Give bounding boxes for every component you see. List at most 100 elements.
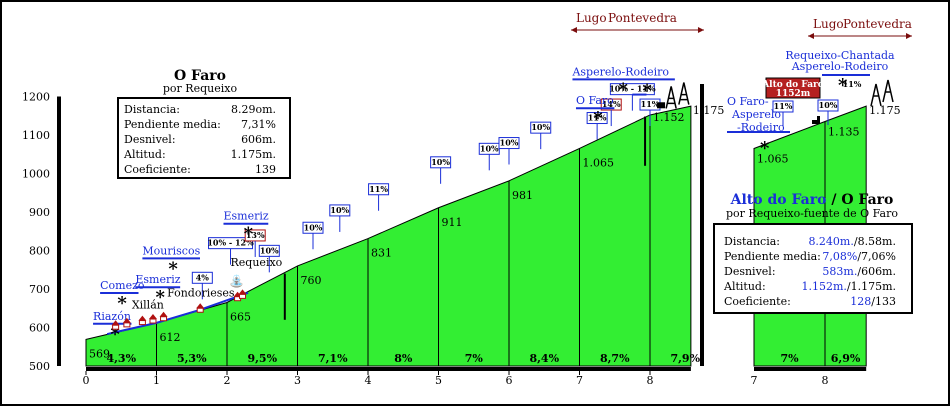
- segment-grade-label: 7%: [780, 352, 799, 365]
- grade-flag-label: 10%: [304, 222, 323, 232]
- grade-flag-label: 10%: [260, 245, 279, 255]
- inset-title-b: O Faro: [841, 192, 893, 208]
- stats-label: Pendiente media:: [124, 118, 221, 131]
- x-tick-label: 7: [576, 374, 583, 387]
- altitude-label: 1.135: [828, 126, 860, 139]
- inset-chart: 1.065 1.135 1.175 7% 6,9% 7 8 11% 10% 11% Alto do …: [700, 17, 913, 387]
- segment-grade-label: 8,7%: [600, 352, 630, 365]
- y-tick-label: 700: [29, 283, 50, 296]
- house-icon: [148, 314, 157, 320]
- route-lugo-label: Lugo: [576, 11, 607, 25]
- chart-subtitle: por Requeixo: [163, 82, 238, 95]
- grade-flag-label: 10% - 11%: [609, 84, 656, 94]
- chart-title: O Faro: [174, 68, 226, 84]
- stats-value: 7,31%: [241, 118, 276, 131]
- stats-label: Altitud:: [123, 148, 166, 161]
- stats-value: 139: [255, 163, 276, 176]
- segment-grade-label: 8,4%: [529, 352, 559, 365]
- stats-label: Altitud:: [723, 280, 766, 293]
- inset-title: Alto do Faro / O Faro: [730, 192, 894, 208]
- segment-grade-label: 7,9%: [670, 352, 700, 365]
- house-icon: [196, 307, 204, 313]
- junction-asterisk-icon: *: [110, 324, 120, 345]
- junction-asterisk-icon: *: [642, 80, 652, 101]
- house-icon: [149, 318, 157, 324]
- place-label: O Faro-: [727, 95, 769, 108]
- inset-subtitle: por Requeixo-fuente de O Faro: [726, 207, 898, 220]
- house-icon: [196, 303, 205, 309]
- altitude-label: 831: [371, 247, 392, 260]
- grade-flag-label: 11%: [774, 101, 793, 111]
- stats-value: 606m.: [241, 133, 276, 146]
- altitude-label: 612: [160, 331, 181, 344]
- stats-value: 8.29om.: [231, 103, 276, 116]
- place-label: Requeixo: [231, 256, 283, 269]
- stats-label: Desnivel:: [724, 265, 776, 278]
- house-icon: [160, 316, 168, 322]
- altitude-label: 760: [301, 274, 322, 287]
- grade-flag-label: 10%: [819, 100, 838, 110]
- route-lugo-label: Lugo: [813, 17, 844, 31]
- junction-asterisk-icon: *: [760, 138, 770, 159]
- house-icon: [122, 317, 131, 323]
- grade-flag-label: 14%: [602, 99, 621, 109]
- stats-label: Pendiente media:: [724, 250, 821, 263]
- junction-asterisk-icon: *: [117, 293, 127, 314]
- x-tick-label: 8: [822, 374, 829, 387]
- y-tick-label: 500: [29, 360, 50, 373]
- segment-grade-label: 7,1%: [318, 352, 348, 365]
- altitude-label: 569: [89, 347, 110, 360]
- segment-grade-label: 5,3%: [177, 352, 207, 365]
- place-label: Esmeriz: [135, 273, 180, 286]
- grade-flag-label: 13%: [246, 230, 265, 240]
- road-line: [106, 291, 249, 336]
- antenna-icon: [882, 79, 894, 103]
- grade-flag-label: 10%: [531, 122, 550, 132]
- segment-grade-label: 9,5%: [247, 352, 277, 365]
- y-axis-bar: [57, 96, 61, 366]
- summit-sign-altitude: 1152m: [776, 89, 811, 99]
- y-tick-label: 800: [29, 245, 50, 258]
- x-tick-label: 7: [751, 374, 758, 387]
- place-label: Xillán: [132, 298, 164, 311]
- junction-asterisk-icon: *: [593, 108, 603, 129]
- x-tick-label: 5: [435, 374, 442, 387]
- stats-label: Desnivel:: [124, 133, 176, 146]
- altitude-label: 1.175: [869, 104, 901, 117]
- stats-label: Distancia:: [124, 103, 180, 116]
- summit-building-icon: [812, 116, 820, 124]
- junction-asterisk-icon: *: [156, 287, 166, 308]
- main-chart: 5006007008009001000110012005696126657608…: [22, 11, 724, 387]
- junction-asterisk-icon: *: [244, 224, 254, 245]
- x-tick-label: 2: [224, 374, 231, 387]
- house-icon: [239, 293, 247, 299]
- inset-stats-box: [713, 223, 913, 314]
- y-tick-label: 1200: [22, 91, 50, 104]
- place-label: Comezo: [100, 279, 145, 292]
- house-icon: [112, 324, 120, 330]
- y-tick-label: 900: [29, 206, 50, 219]
- x-tick-label: 6: [506, 374, 513, 387]
- x-tick-label: 4: [365, 374, 372, 387]
- junction-asterisk-icon: *: [168, 258, 178, 279]
- place-label: Riazón: [93, 310, 131, 323]
- place-label: O Faro: [576, 94, 614, 107]
- grade-flag-label: 11%: [641, 99, 660, 109]
- stats-value-b: /7,06%: [857, 250, 896, 263]
- fountain-icon: ⛲: [229, 274, 244, 288]
- house-icon: [159, 311, 168, 317]
- grade-flag-label: 10%: [480, 143, 499, 153]
- inset-title-separator: /: [826, 192, 841, 208]
- place-label: Requeixo-Chantada: [785, 49, 895, 62]
- grade-flag-label: 10% - 12%: [207, 238, 254, 248]
- stats-value: 8.240m./8.58m.: [808, 235, 896, 248]
- stats-value-a: 583m.: [822, 265, 857, 278]
- inset-divider-bar: [700, 84, 704, 366]
- junction-asterisk-icon: *: [619, 79, 629, 100]
- stats-value: 1.152m./1.175m.: [801, 280, 896, 293]
- stats-value-b: /1.175m.: [847, 280, 896, 293]
- altitude-label: 981: [512, 189, 533, 202]
- antenna-icon: [678, 82, 690, 105]
- stats-label: Coeficiente:: [124, 163, 191, 176]
